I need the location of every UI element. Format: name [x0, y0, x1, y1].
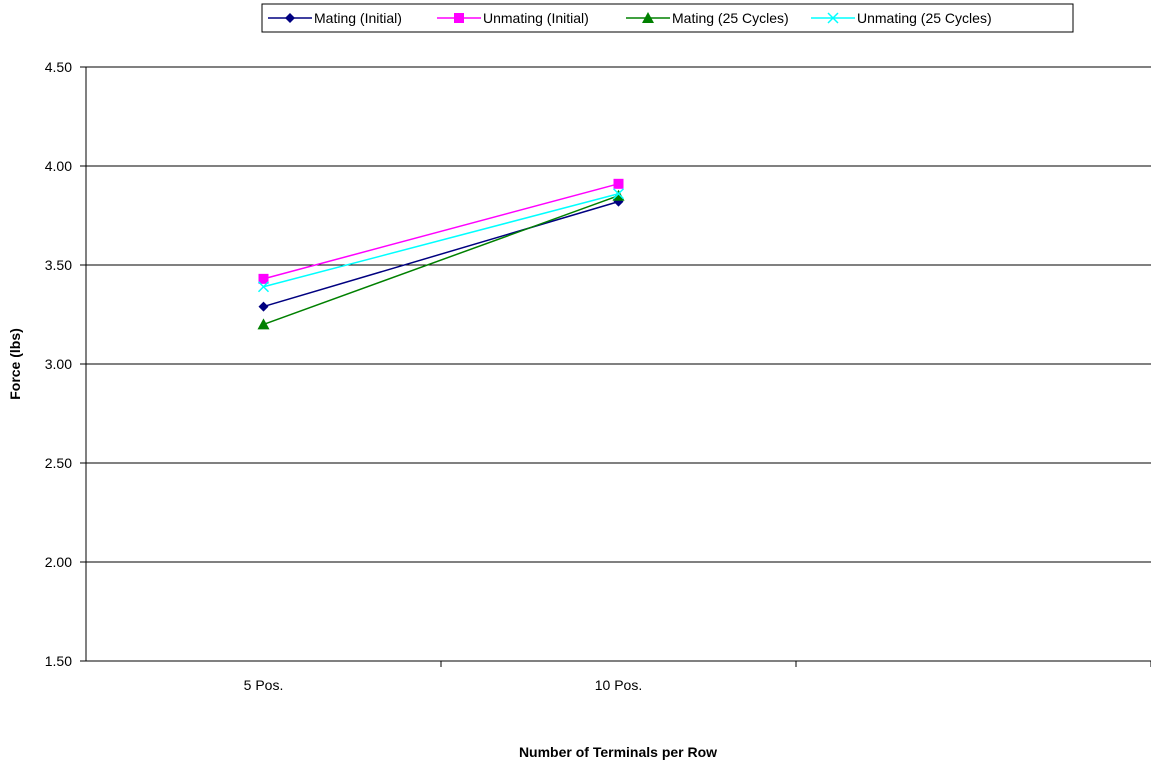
- legend-item: Unmating (Initial): [437, 10, 589, 26]
- x-tick-label: 5 Pos.: [244, 677, 284, 693]
- y-tick-label: 2.50: [45, 455, 72, 471]
- axes: [85, 67, 1151, 662]
- data-point: [612, 189, 625, 201]
- legend-label: Unmating (Initial): [483, 10, 589, 26]
- legend-marker: [285, 13, 295, 23]
- data-point: [258, 273, 269, 284]
- marker-stroke: [257, 281, 270, 293]
- y-tick-label: 4.50: [45, 59, 72, 75]
- series-3: [257, 189, 625, 330]
- y-tick-label: 1.50: [45, 653, 72, 669]
- series-4: [257, 188, 625, 293]
- x-tick-label: 10 Pos.: [595, 677, 642, 693]
- x-axis-title: Number of Terminals per Row: [519, 744, 717, 760]
- y-tick-label: 3.50: [45, 257, 72, 273]
- marker-stroke: [827, 12, 839, 24]
- marker-stroke: [612, 188, 625, 200]
- legend-marker: [454, 13, 464, 23]
- legend-label: Mating (25 Cycles): [672, 10, 789, 26]
- y-tick-label: 3.00: [45, 356, 72, 372]
- legend-marker: [642, 12, 654, 23]
- data-point: [257, 281, 270, 293]
- series-2: [258, 178, 624, 284]
- legend-item: Mating (25 Cycles): [626, 10, 789, 26]
- legend-label: Mating (Initial): [314, 10, 402, 26]
- x-tick-labels: 5 Pos. 10 Pos.: [244, 677, 643, 693]
- data-point: [258, 301, 269, 312]
- series-line: [263, 192, 619, 288]
- y-tick-label: 4.00: [45, 158, 72, 174]
- y-tick-label: 2.00: [45, 554, 72, 570]
- series-line: [263, 194, 619, 326]
- y-axis-title: Force (lbs): [7, 328, 23, 400]
- gridlines: [80, 66, 1151, 667]
- legend-label: Unmating (25 Cycles): [857, 10, 992, 26]
- series-line: [263, 183, 619, 280]
- legend: Mating (Initial) Unmating (Initial) Mating…: [261, 3, 1074, 33]
- data-point: [612, 188, 625, 200]
- data-point: [257, 318, 270, 330]
- y-tick-labels: 1.50 2.00 2.50 3.00 3.50 4.00 4.50: [45, 59, 72, 669]
- data-point: [613, 178, 624, 189]
- legend-item: Unmating (25 Cycles): [811, 10, 992, 26]
- series-line: [263, 200, 619, 308]
- legend-marker: [827, 12, 839, 24]
- series: [257, 178, 625, 330]
- legend-item: Mating (Initial): [268, 10, 402, 26]
